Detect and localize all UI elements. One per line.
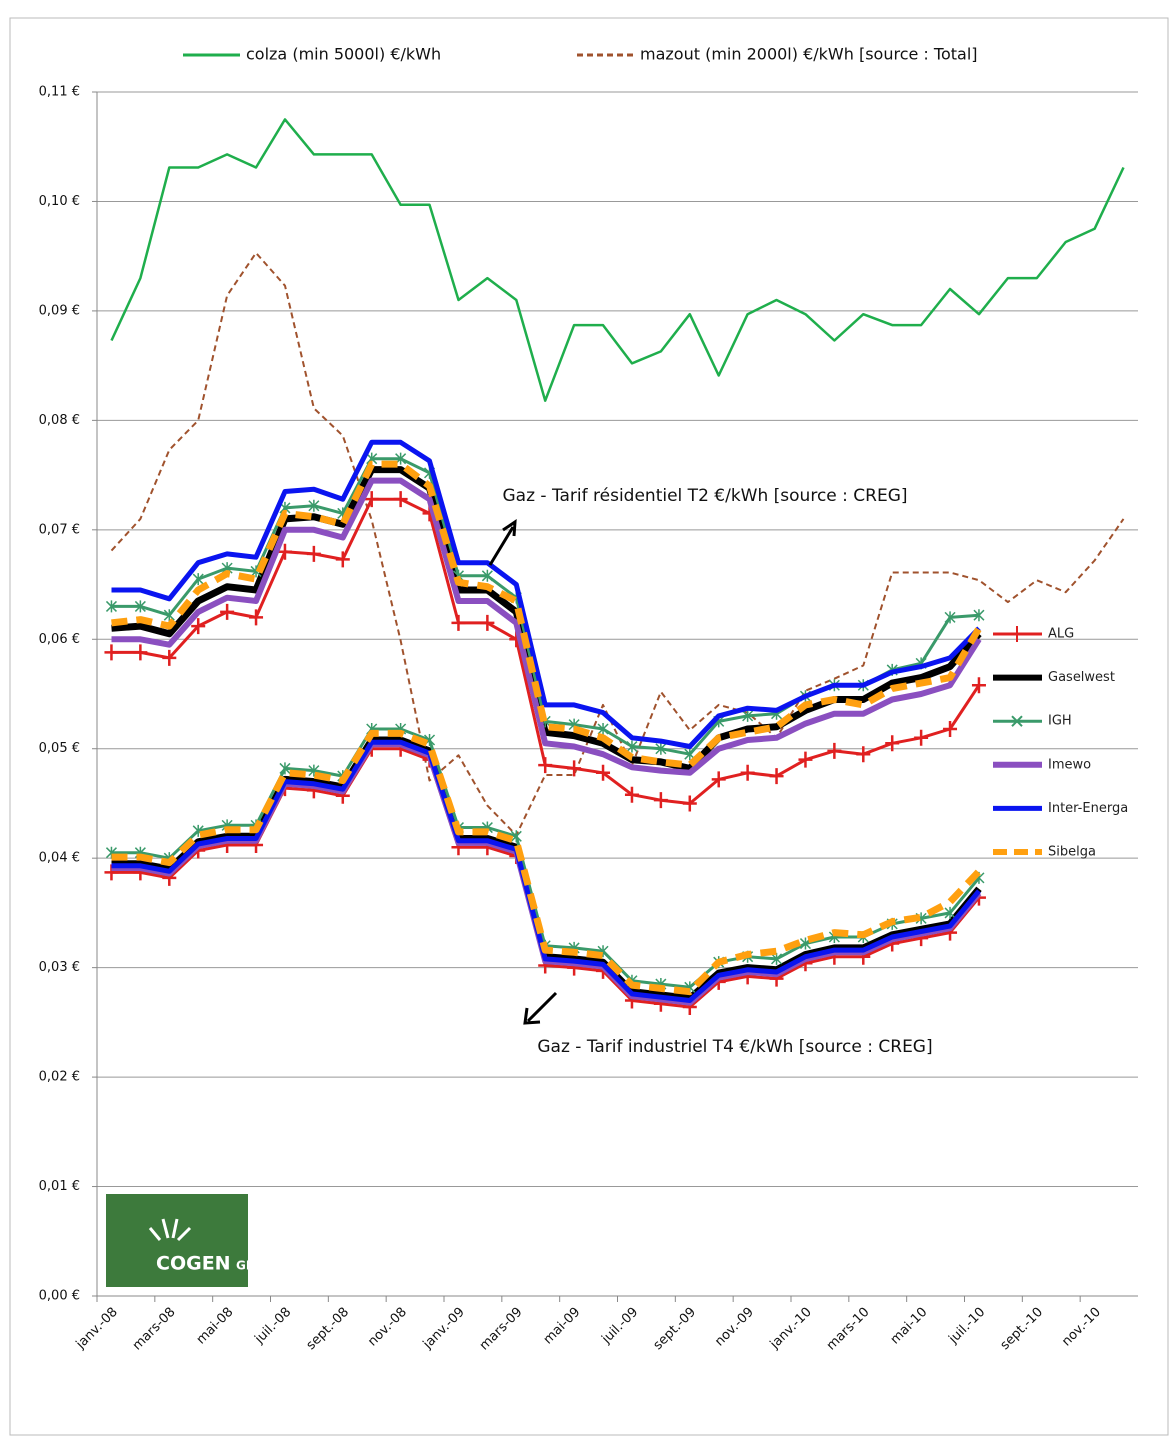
marker: [742, 709, 754, 722]
series-line: [110, 118, 1125, 402]
marker: [971, 677, 986, 694]
logo: COGEN GREEN S.A./N.V.: [106, 1194, 282, 1287]
marker: [626, 740, 638, 753]
marker: [480, 614, 495, 631]
marker: [220, 603, 235, 620]
marker: [104, 864, 119, 881]
legend-label: Gaselwest: [1048, 670, 1115, 685]
marker: [279, 762, 291, 775]
y-tick-label: 0,08 €: [39, 413, 80, 428]
series-line: [111, 739, 981, 1003]
marker: [192, 573, 204, 586]
logo-name2: GREEN: [236, 1259, 282, 1273]
marker: [567, 760, 582, 777]
annotation: Gaz - Tarif industriel T4 €/kWh [source …: [537, 1037, 932, 1057]
marker: [134, 600, 146, 613]
y-tick-label: 0,05 €: [39, 741, 80, 756]
y-tick-label: 0,09 €: [39, 303, 80, 318]
marker: [191, 618, 206, 635]
marker: [973, 609, 985, 622]
legend-label: Imewo: [1048, 757, 1091, 772]
marker: [451, 614, 466, 631]
marker: [943, 721, 958, 738]
marker: [827, 742, 842, 759]
series-line: [111, 729, 982, 996]
marker: [481, 569, 493, 582]
marker: [308, 499, 320, 512]
marker: [133, 644, 148, 661]
legend-label: colza (min 5000l) €/kWh: [246, 45, 441, 64]
legend-marker: [1011, 715, 1023, 727]
legend-label: mazout (min 2000l) €/kWh [source : Total…: [640, 45, 978, 64]
series-line: [111, 439, 981, 749]
marker: [335, 551, 350, 568]
marker: [771, 952, 783, 965]
annotation-arrow: [523, 991, 558, 1025]
marker: [393, 491, 408, 508]
marker: [277, 543, 292, 560]
legend-label: ALG: [1048, 627, 1074, 642]
y-tick-label: 0,06 €: [39, 632, 80, 647]
series-line: [111, 460, 983, 769]
marker: [914, 729, 929, 746]
marker: [798, 751, 813, 768]
y-tick-label: 0,00 €: [39, 1289, 80, 1304]
marker: [104, 644, 119, 661]
marker: [163, 609, 175, 622]
marker: [655, 742, 667, 755]
series-line: [110, 251, 1125, 837]
y-tick-label: 0,04 €: [39, 851, 80, 866]
legend-label: Sibelga: [1048, 845, 1096, 860]
marker: [856, 746, 871, 763]
marker: [306, 545, 321, 562]
logo-sub: S.A./N.V.: [256, 1276, 281, 1283]
logo-rays: [148, 1218, 192, 1242]
marker: [944, 611, 956, 624]
marker: [711, 771, 726, 788]
y-tick-label: 0,03 €: [39, 960, 80, 975]
annotation-arrow: [488, 519, 517, 566]
marker: [769, 768, 784, 785]
marker: [510, 830, 522, 843]
marker: [624, 786, 639, 803]
marker: [653, 792, 668, 809]
y-tick-label: 0,10 €: [39, 194, 80, 209]
marker: [364, 491, 379, 508]
marker: [682, 795, 697, 812]
series-line: [111, 477, 982, 776]
logo-name: COGEN: [156, 1253, 231, 1275]
y-tick-label: 0,07 €: [39, 522, 80, 537]
marker: [597, 723, 609, 736]
marker: [538, 757, 553, 774]
marker: [162, 649, 177, 666]
marker: [885, 735, 900, 752]
annotation: Gaz - Tarif résidentiel T2 €/kWh [source…: [502, 486, 907, 506]
marker: [249, 609, 264, 626]
legend-label: IGH: [1048, 714, 1072, 729]
y-tick-label: 0,11 €: [39, 85, 80, 100]
y-tick-label: 0,02 €: [39, 1070, 80, 1085]
marker: [105, 600, 117, 613]
marker: [944, 906, 956, 919]
marker: [596, 764, 611, 781]
legend-marker: [1010, 626, 1024, 642]
legend-label: Inter-Energa: [1048, 801, 1128, 816]
y-tick-label: 0,01 €: [39, 1179, 80, 1194]
marker: [740, 764, 755, 781]
logo-box: [106, 1194, 248, 1287]
